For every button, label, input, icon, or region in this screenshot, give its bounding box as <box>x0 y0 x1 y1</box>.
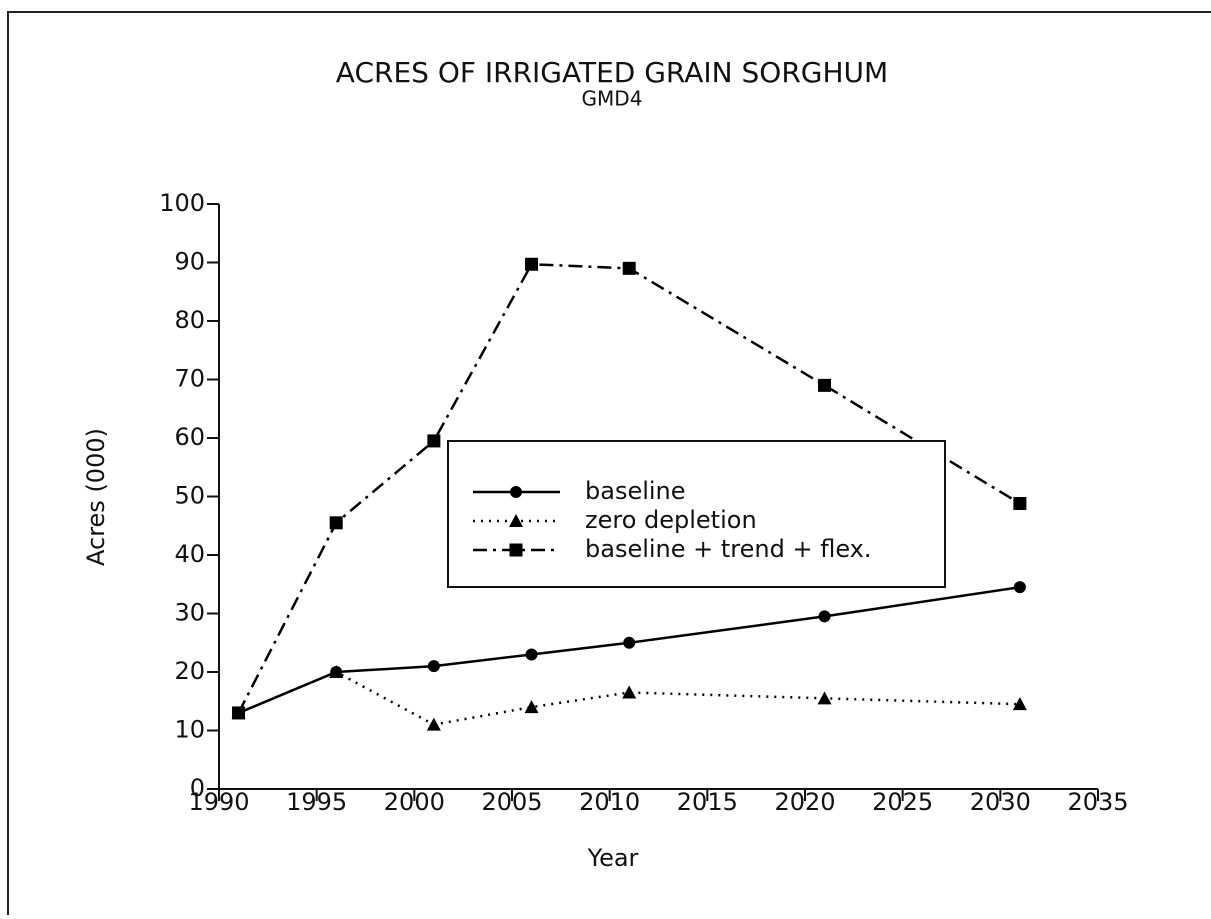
x-tick-label: 2030 <box>970 788 1031 816</box>
chart-subtitle: GMD4 <box>582 87 643 111</box>
data-point <box>232 706 246 720</box>
y-tick-label: 50 <box>174 482 205 510</box>
y-tick-label: 100 <box>159 189 205 217</box>
x-tick-label: 2000 <box>384 788 445 816</box>
legend-label: baseline <box>585 477 686 505</box>
data-point <box>426 717 441 731</box>
legend-marker <box>509 514 523 527</box>
chart-title: ACRES OF IRRIGATED GRAIN SORGHUM <box>336 56 888 89</box>
y-tick-label: 80 <box>174 306 205 334</box>
legend-box <box>447 440 946 588</box>
data-point <box>329 516 343 530</box>
y-axis-label: Acres (000) <box>82 428 110 566</box>
legend-marker <box>510 486 522 498</box>
data-point <box>1013 497 1027 511</box>
x-tick-label: 2020 <box>774 788 835 816</box>
x-tick-label: 2035 <box>1067 788 1128 816</box>
x-tick-label: 2015 <box>677 788 738 816</box>
data-point <box>525 257 539 271</box>
data-point <box>623 636 636 649</box>
data-point <box>817 691 832 705</box>
y-tick-label: 60 <box>174 423 205 451</box>
y-tick-label: 10 <box>174 716 205 744</box>
data-point <box>427 660 440 673</box>
x-tick-label: 1990 <box>188 788 249 816</box>
x-tick-label: 2005 <box>481 788 542 816</box>
data-point <box>818 378 832 392</box>
y-tick-label: 0 <box>190 774 205 802</box>
y-tick-label: 30 <box>174 599 205 627</box>
y-tick-label: 20 <box>174 657 205 685</box>
data-point <box>525 648 538 661</box>
data-point <box>622 685 637 699</box>
legend-label: baseline + trend + flex. <box>585 535 872 563</box>
y-tick-label: 90 <box>174 248 205 276</box>
legend-label: zero depletion <box>585 506 757 534</box>
x-tick-label: 2010 <box>579 788 640 816</box>
data-point <box>1013 581 1026 594</box>
y-tick-label: 70 <box>174 365 205 393</box>
data-point <box>427 434 441 448</box>
data-point <box>1012 697 1027 711</box>
x-tick-label: 1995 <box>286 788 347 816</box>
x-axis-label: Year <box>587 844 639 872</box>
y-tick-label: 40 <box>174 540 205 568</box>
frame <box>7 11 1211 919</box>
legend-marker <box>509 543 523 557</box>
data-point <box>329 665 344 678</box>
data-point <box>818 610 831 623</box>
data-point <box>622 261 636 275</box>
data-point <box>524 700 539 714</box>
x-tick-label: 2025 <box>872 788 933 816</box>
